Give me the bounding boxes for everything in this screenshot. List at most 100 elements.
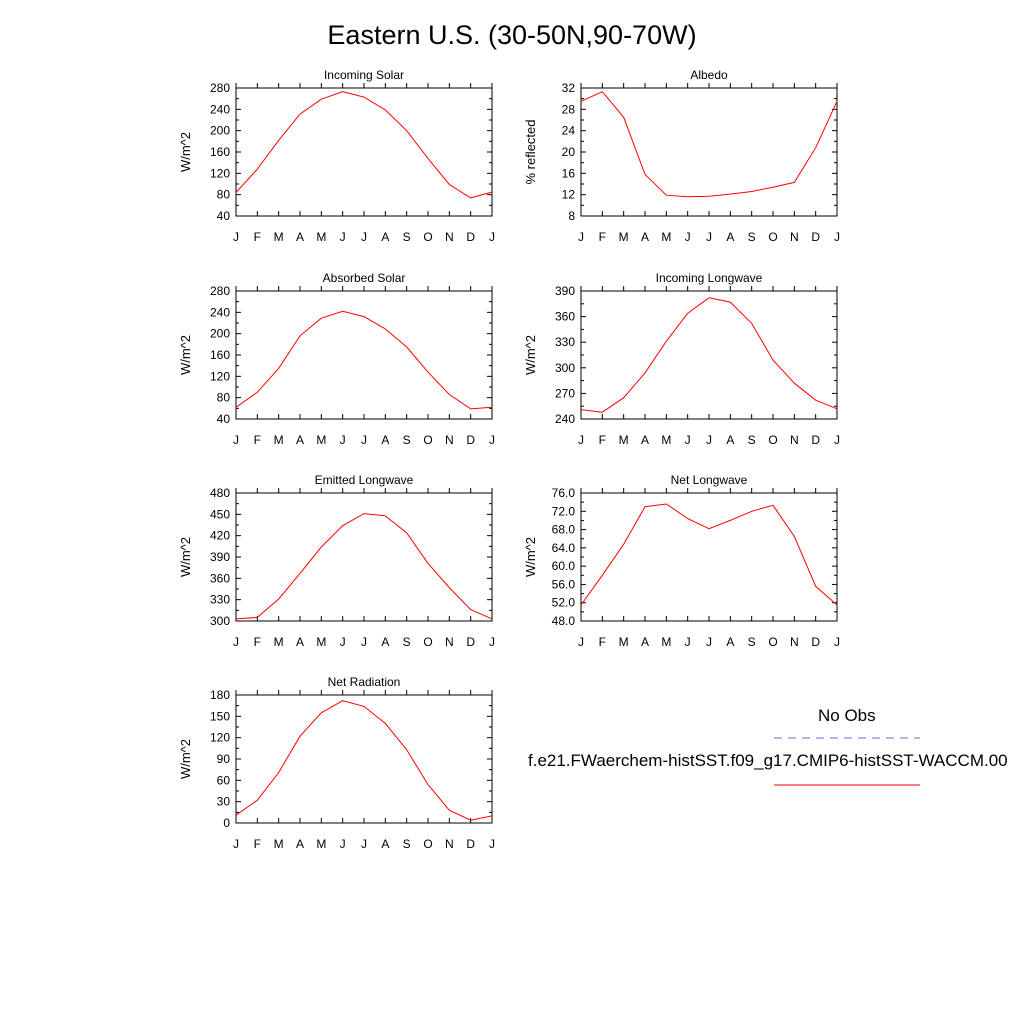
x-tick-label: A (641, 433, 649, 447)
x-tick-label: A (726, 433, 734, 447)
panel-title: Absorbed Solar (323, 271, 406, 285)
x-tick-label: F (599, 230, 606, 244)
x-tick-label: A (641, 635, 649, 649)
x-tick-label: J (340, 635, 346, 649)
x-tick-label: J (685, 635, 691, 649)
y-tick-label: 420 (210, 529, 230, 543)
chart-panel-5: J F M A M J J A S O N D J48.052.056.060.064.068.072.… (523, 473, 840, 649)
x-tick-label: F (254, 433, 261, 447)
y-tick-label: 240 (210, 102, 230, 116)
y-tick-label: 40 (217, 209, 231, 223)
x-tick-label: M (619, 635, 629, 649)
x-tick-label: D (466, 433, 475, 447)
y-tick-label: 8 (568, 209, 575, 223)
y-axis-label: W/m^2 (178, 537, 193, 577)
y-tick-label: 40 (217, 412, 231, 426)
x-tick-label: M (661, 433, 671, 447)
x-tick-label: J (834, 433, 840, 447)
plot-frame (580, 492, 838, 622)
x-tick-label: O (768, 433, 777, 447)
x-tick-label: A (381, 635, 389, 649)
y-tick-label: 300 (210, 614, 230, 628)
x-tick-label: N (445, 635, 454, 649)
panel-title: Albedo (690, 68, 728, 82)
x-tick-label: N (445, 433, 454, 447)
x-tick-label: M (274, 230, 284, 244)
series-line (580, 297, 838, 413)
y-tick-label: 24 (562, 124, 576, 138)
x-tick-label: S (403, 635, 411, 649)
x-tick-label: O (423, 433, 432, 447)
x-tick-label: J (489, 433, 495, 447)
x-tick-label: S (403, 230, 411, 244)
panel-title: Net Longwave (671, 473, 748, 487)
x-tick-label: M (619, 433, 629, 447)
y-tick-label: 32 (562, 81, 576, 95)
plot-frame (580, 290, 838, 420)
series-line (235, 310, 493, 410)
x-tick-label: A (296, 230, 304, 244)
panel-title: Net Radiation (328, 675, 401, 689)
x-tick-label: D (811, 230, 820, 244)
x-tick-label: J (834, 230, 840, 244)
y-tick-label: 120 (210, 166, 230, 180)
y-axis-label: W/m^2 (178, 739, 193, 779)
x-tick-label: J (340, 433, 346, 447)
series-line (235, 91, 493, 199)
x-tick-label: D (466, 230, 475, 244)
y-axis-label: W/m^2 (178, 335, 193, 375)
panel-title: Incoming Solar (324, 68, 404, 82)
plot-frame (235, 290, 493, 420)
chart-panel-2: J F M A M J J A S O N D J4080120160200240280Absorbed… (178, 271, 495, 447)
x-tick-label: S (748, 433, 756, 447)
x-tick-label: D (811, 635, 820, 649)
x-tick-label: S (403, 837, 411, 851)
x-tick-label: J (361, 837, 367, 851)
x-tick-label: A (381, 433, 389, 447)
y-tick-label: 240 (210, 305, 230, 319)
y-tick-label: 80 (217, 391, 231, 405)
x-tick-label: D (466, 837, 475, 851)
x-tick-label: O (423, 635, 432, 649)
y-axis-label: W/m^2 (178, 132, 193, 172)
y-axis-label: W/m^2 (523, 537, 538, 577)
x-tick-label: A (641, 230, 649, 244)
x-tick-label: N (790, 433, 799, 447)
x-tick-label: J (685, 230, 691, 244)
chart-panel-0: J F M A M J J A S O N D J4080120160200240280Incoming… (178, 68, 495, 244)
x-tick-label: A (381, 837, 389, 851)
y-tick-label: 68.0 (552, 523, 576, 537)
legend-obs-label: No Obs (818, 706, 876, 725)
plot-frame (235, 492, 493, 622)
plot-frame (235, 694, 493, 824)
x-tick-label: S (403, 433, 411, 447)
series-line (235, 700, 493, 821)
x-tick-label: F (599, 635, 606, 649)
y-tick-label: 160 (210, 145, 230, 159)
y-tick-label: 150 (210, 709, 230, 723)
x-tick-label: A (296, 433, 304, 447)
x-tick-label: N (790, 230, 799, 244)
y-tick-label: 330 (210, 593, 230, 607)
y-tick-label: 30 (217, 795, 231, 809)
x-tick-label: N (445, 837, 454, 851)
y-tick-label: 270 (555, 386, 575, 400)
x-tick-label: M (274, 635, 284, 649)
y-tick-label: 450 (210, 507, 230, 521)
x-tick-label: J (489, 230, 495, 244)
main-title: Eastern U.S. (30-50N,90-70W) (327, 20, 697, 50)
x-tick-label: M (619, 230, 629, 244)
y-tick-label: 360 (210, 571, 230, 585)
series-line (235, 513, 493, 620)
x-tick-label: J (340, 230, 346, 244)
x-tick-label: J (578, 433, 584, 447)
y-tick-label: 76.0 (552, 486, 576, 500)
x-tick-label: J (489, 635, 495, 649)
y-tick-label: 360 (555, 310, 575, 324)
y-tick-label: 60 (217, 773, 231, 787)
x-tick-label: A (381, 230, 389, 244)
y-tick-label: 280 (210, 81, 230, 95)
x-tick-label: A (296, 635, 304, 649)
x-tick-label: S (748, 635, 756, 649)
